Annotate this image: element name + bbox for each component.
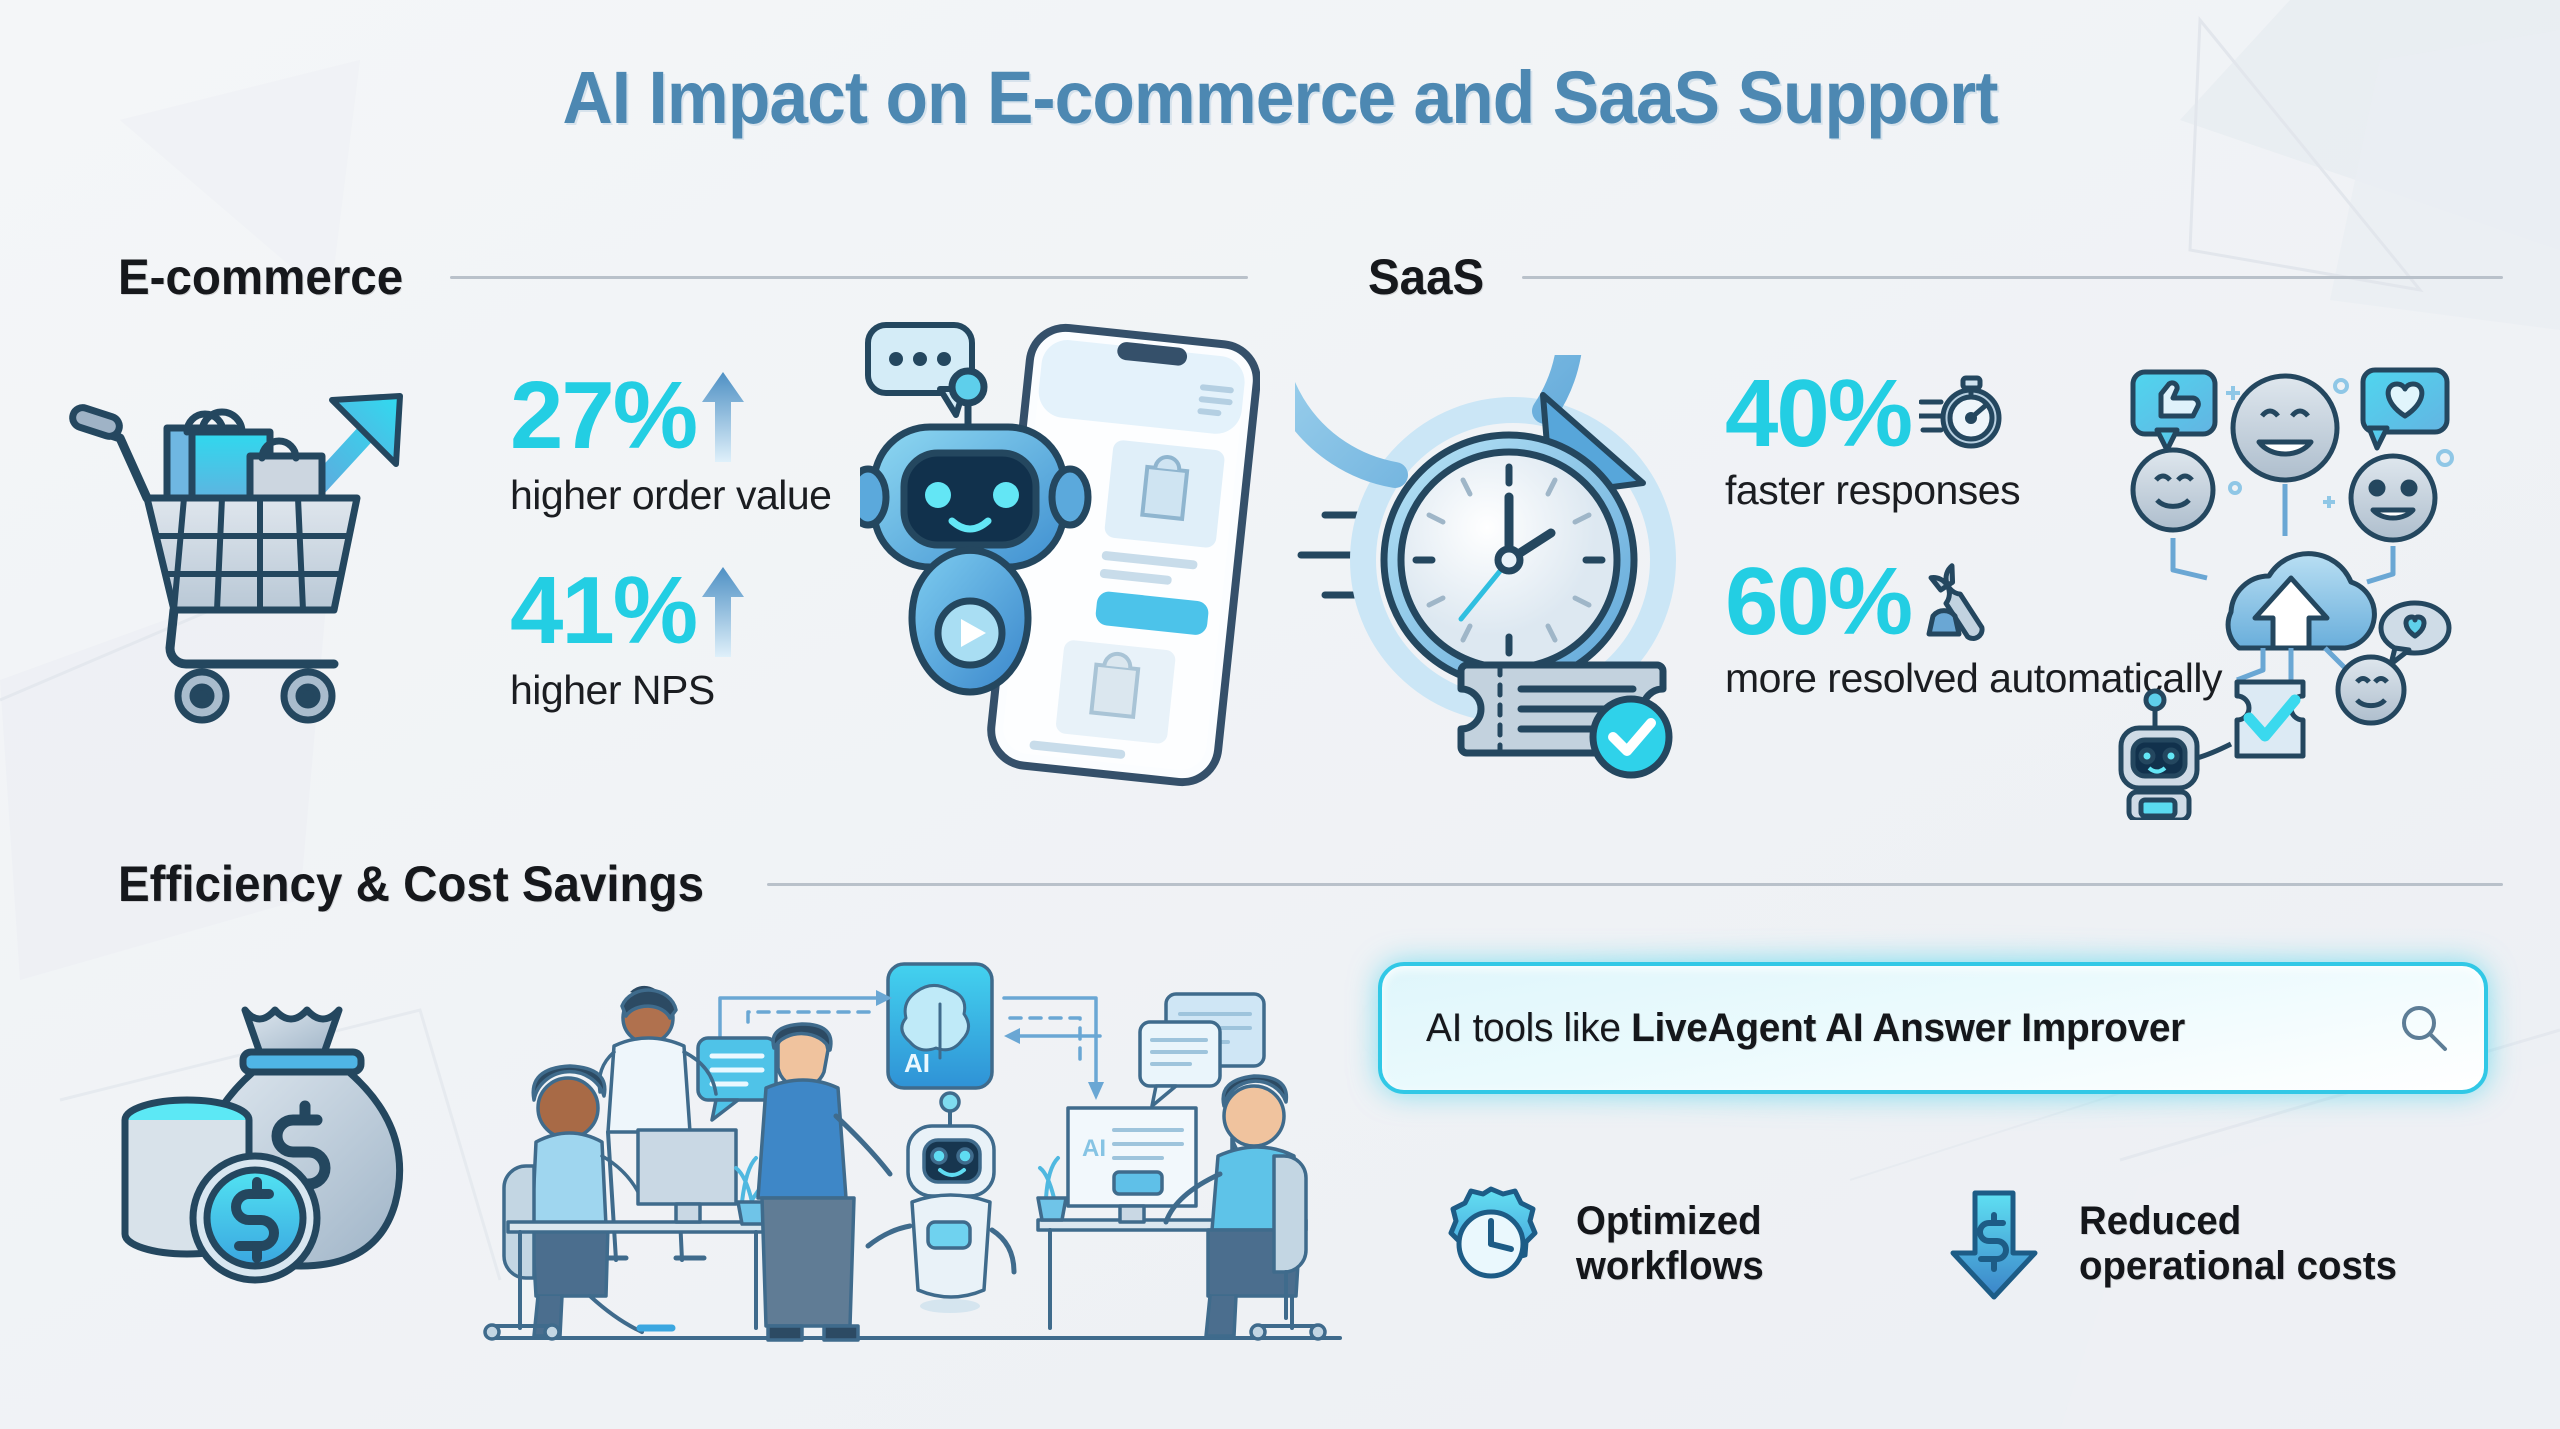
stat-resolved-automatically: 60% more resolved automatically — [1725, 548, 2222, 702]
search-bar[interactable]: AI tools like LiveAgent AI Answer Improv… — [1378, 962, 2488, 1094]
up-arrow-icon — [702, 567, 745, 658]
stat-faster-responses: 40% faster responses — [1725, 360, 2222, 514]
svg-text:AI: AI — [904, 1048, 930, 1078]
chatbot-with-smartphone-shopping-app-icon — [860, 315, 1260, 795]
stat-value: 27% — [510, 362, 698, 470]
feature-label-line1: Optimized — [1576, 1199, 1762, 1244]
office-team-with-ai-robot-icon: AI — [480, 940, 1350, 1360]
feature-label: Optimized workflows — [1576, 1199, 1764, 1289]
stat-value: 40% — [1725, 360, 1913, 467]
header-divider-saas — [1522, 275, 2503, 279]
gear-clock-icon — [1448, 1186, 1538, 1279]
stat-higher-nps: 41% higher NPS — [510, 563, 831, 712]
section-header-ecommerce: E-commerce — [118, 248, 1248, 306]
stat-value: 60% — [1725, 548, 1913, 656]
satisfaction-emojis-cloud-robot-icon — [2115, 350, 2535, 820]
up-arrow-icon — [702, 372, 745, 462]
feature-optimized-workflows: Optimized workflows — [1432, 1185, 1772, 1303]
search-brand: LiveAgent AI Answer Improver — [1631, 1005, 2185, 1050]
wrench-icon — [1926, 563, 1985, 641]
down-arrow-dollar-icon — [1950, 1190, 2038, 1300]
search-input-text[interactable]: AI tools like LiveAgent AI Answer Improv… — [1426, 1006, 2369, 1051]
feature-label-line2: workflows — [1576, 1244, 1764, 1288]
money-bag-with-coins-icon — [95, 960, 475, 1360]
section-header-saas: SaaS — [1368, 248, 2503, 306]
search-icon[interactable] — [2398, 1002, 2450, 1054]
search-bar-container[interactable]: AI tools like LiveAgent AI Answer Improv… — [1360, 944, 2506, 1112]
feature-label: Reduced operational costs — [2079, 1199, 2397, 1289]
svg-text:AI: AI — [1082, 1135, 1106, 1162]
feature-label-line1: Reduced — [2079, 1199, 2242, 1244]
section-header-efficiency: Efficiency & Cost Savings — [118, 855, 2503, 913]
stat-value: 41% — [510, 557, 698, 665]
stat-caption: more resolved automatically — [1725, 655, 2222, 702]
fast-clock-with-ticket-check-icon — [1295, 355, 1715, 815]
feature-label-line2: operational costs — [2079, 1244, 2397, 1288]
page-title: AI Impact on E-commerce and SaaS Support — [562, 56, 1998, 139]
section-title-saas: SaaS — [1368, 249, 1485, 305]
section-title-ecommerce: E-commerce — [118, 249, 404, 305]
shopping-cart-with-bags-and-growth-arrow-icon — [62, 360, 442, 760]
header-divider-efficiency — [766, 882, 2503, 886]
stats-ecommerce: 27% higher order value 41% higher NPS — [510, 362, 832, 720]
stopwatch-icon — [1919, 375, 2002, 449]
stats-saas: 40% faster responses 60% — [1725, 360, 2222, 708]
feature-reduced-operational-costs: Reduced operational costs — [1935, 1185, 2410, 1303]
stat-higher-order-value: 27% higher order value — [510, 362, 832, 518]
stat-caption: higher order value — [510, 472, 832, 518]
stat-caption: higher NPS — [510, 667, 715, 714]
header-divider-ecommerce — [450, 275, 1248, 279]
section-title-efficiency: Efficiency & Cost Savings — [118, 856, 705, 912]
stat-caption: faster responses — [1725, 467, 2021, 514]
search-prefix: AI tools like — [1426, 1005, 1632, 1050]
